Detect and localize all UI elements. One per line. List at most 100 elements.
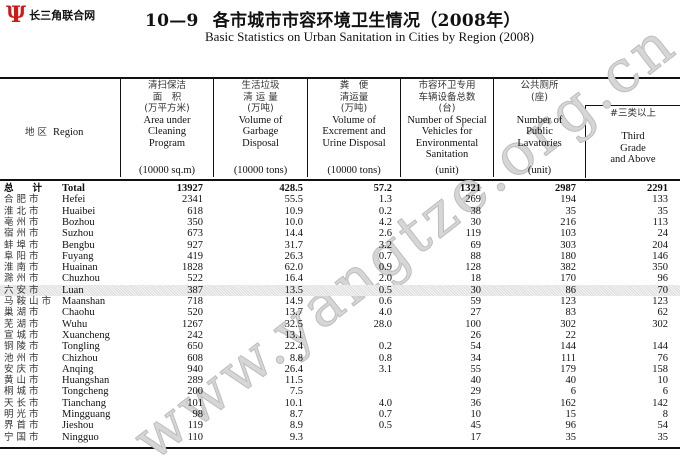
- cell-value: 24: [657, 228, 669, 240]
- cell-value: 30: [470, 284, 482, 296]
- cell-value: 6: [662, 386, 668, 398]
- cell-value: 35: [657, 431, 669, 443]
- cell-value: 650: [187, 341, 203, 353]
- cell-value: 302: [560, 318, 576, 330]
- region-en: Chaohu: [62, 307, 95, 319]
- region-cn: 淮北市: [4, 205, 42, 217]
- cell-value: 8.9: [289, 420, 303, 432]
- region-en: Total: [62, 183, 85, 194]
- table-row: 亳州市 Bozhou 350 10.0 4.2 30 216 113: [0, 217, 680, 228]
- cell-value: 522: [187, 273, 203, 285]
- region-en: Anqing: [62, 363, 94, 375]
- cell-value: 26.4: [284, 363, 303, 375]
- region-cn: 蚌埠市: [4, 239, 42, 251]
- table-row: 六安市 Luan 387 13.5 0.5 30 86 70: [0, 284, 680, 296]
- cell-value: 608: [187, 352, 203, 364]
- cell-value: 2.0: [378, 273, 392, 285]
- region-cn: 淮南市: [4, 262, 42, 274]
- cell-value: 1.3: [378, 194, 392, 206]
- cell-value: 144: [652, 341, 668, 353]
- cell-value: 2291: [647, 183, 668, 194]
- cell-value: 119: [187, 420, 203, 432]
- cell-value: 350: [652, 262, 668, 274]
- table-row: 芜湖市 Wuhu 1267 32.5 28.0 100 302 302: [0, 319, 680, 330]
- table-row: 总 计 Total 13927 428.5 57.2 1321 2987 2291: [0, 183, 680, 194]
- column-header-line: 公共厕所: [520, 80, 559, 91]
- region-cn: 六安市: [4, 284, 42, 296]
- region-cn: 芜湖市: [4, 318, 42, 330]
- region-cn: 巢湖市: [4, 307, 42, 319]
- cell-value: 2341: [182, 194, 203, 206]
- cell-value: 0.7: [378, 409, 392, 420]
- table-row: 天长市 Tianchang 101 10.1 4.0 36 162 142: [0, 398, 680, 409]
- table-title-cn: 10—9 各市城市市容环境卫生情况（2008年）: [145, 6, 535, 31]
- cell-value: 36: [470, 397, 482, 409]
- cell-value: 4.0: [378, 397, 392, 409]
- cell-value: 100: [465, 318, 481, 330]
- column-header-line: 车辆设备总数: [418, 91, 476, 103]
- cell-value: 35: [565, 431, 577, 443]
- cell-value: 35: [657, 205, 669, 217]
- cell-value: 110: [187, 431, 203, 443]
- cell-value: 10.0: [284, 216, 303, 228]
- column-header-line: Public: [526, 126, 553, 137]
- column-header-line: (万吨): [340, 103, 368, 114]
- cell-value: 0.2: [378, 341, 392, 353]
- region-cn: 宣城市: [4, 329, 42, 341]
- table-row: 池州市 Chizhou 608 8.8 0.8 34 111 76: [0, 353, 680, 364]
- column-header: #三类以上 Third Grade and Above: [586, 108, 680, 166]
- column-header-line: 粪 便: [339, 80, 369, 91]
- cell-value: 13.7: [284, 307, 303, 319]
- region-cn: 亳州市: [4, 216, 42, 228]
- cell-value: 35: [565, 205, 577, 217]
- region-en: Suzhou: [62, 228, 94, 240]
- region-en: Tianchang: [62, 397, 106, 409]
- cell-value: 59: [470, 296, 482, 307]
- logo-text: 长三角联合网: [29, 9, 96, 22]
- column-header-line: Third: [621, 131, 645, 142]
- column-header-line: Volume of: [238, 114, 283, 126]
- column-header-line: Lavatories: [517, 137, 562, 149]
- column-unit: (unit): [527, 165, 552, 176]
- cell-value: 269: [465, 194, 481, 206]
- column-header-line: #三类以上: [610, 108, 656, 119]
- column-divider: [400, 78, 401, 177]
- cell-value: 303: [560, 239, 576, 251]
- cell-value: 242: [187, 329, 203, 341]
- region-cn: 宁国市: [4, 431, 42, 443]
- table-row: 巢湖市 Chaohu 520 13.7 4.0 27 83 62: [0, 307, 680, 318]
- region-en: Chizhou: [62, 352, 98, 364]
- cell-value: 14.4: [284, 228, 303, 240]
- table-row: 安庆市 Anqing 940 26.4 3.1 55 179 158: [0, 364, 680, 375]
- table-row: 淮南市 Huainan 1828 62.0 0.9 128 382 350: [0, 262, 680, 273]
- cell-value: 54: [657, 420, 669, 432]
- region-cn: 天长市: [4, 397, 42, 409]
- cell-value: 101: [187, 397, 203, 409]
- subheader-rule: [585, 105, 680, 106]
- site-logo[interactable]: Ψ 长三角联合网: [6, 4, 96, 26]
- cell-value: 0.5: [378, 284, 392, 296]
- cell-value: 27: [470, 307, 482, 319]
- cell-value: 96: [565, 420, 577, 432]
- cell-value: 618: [187, 205, 203, 217]
- region-cn: 池州市: [4, 352, 42, 364]
- column-header-line: Disposal: [242, 137, 279, 149]
- region-cn: 阜阳市: [4, 250, 42, 262]
- cell-value: 22: [565, 329, 577, 341]
- cell-value: 204: [652, 239, 668, 251]
- region-en: Huainan: [62, 262, 98, 274]
- cell-value: 57.2: [373, 183, 392, 194]
- region-cn: 总 计: [4, 183, 43, 194]
- region-cn: 安庆市: [4, 363, 42, 375]
- table-row: 黄山市 Huangshan 289 11.5 40 40 10: [0, 375, 680, 386]
- cell-value: 2987: [555, 183, 576, 194]
- region-en: Mingguang: [62, 409, 111, 420]
- cell-value: 419: [187, 250, 203, 262]
- cell-value: 13.5: [284, 284, 303, 296]
- region-en: Wuhu: [62, 318, 88, 330]
- cell-value: 38: [470, 205, 482, 217]
- cell-value: 1267: [182, 318, 203, 330]
- cell-value: 179: [560, 363, 576, 375]
- cell-value: 62: [657, 307, 669, 319]
